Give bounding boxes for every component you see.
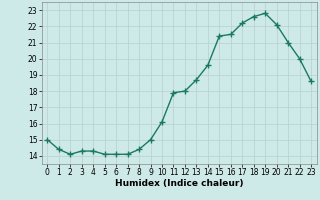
- X-axis label: Humidex (Indice chaleur): Humidex (Indice chaleur): [115, 179, 244, 188]
